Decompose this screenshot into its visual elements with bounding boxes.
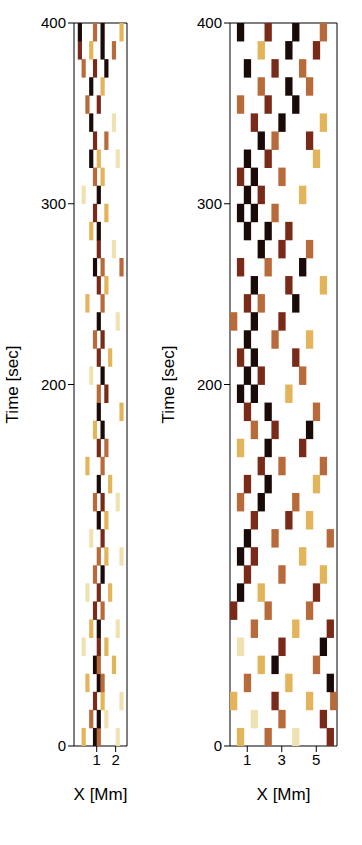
svg-text:X [Mm]: X [Mm] <box>257 785 311 804</box>
svg-text:3: 3 <box>278 751 286 768</box>
svg-text:400: 400 <box>41 14 66 31</box>
svg-text:Time [sec]: Time [sec] <box>159 346 178 424</box>
svg-text:X [Mm]: X [Mm] <box>74 785 128 804</box>
svg-text:200: 200 <box>41 376 66 393</box>
svg-text:1: 1 <box>243 751 251 768</box>
svg-text:400: 400 <box>197 14 222 31</box>
svg-text:300: 300 <box>197 195 222 212</box>
svg-text:5: 5 <box>312 751 320 768</box>
svg-text:0: 0 <box>58 737 66 754</box>
svg-text:1: 1 <box>93 751 101 768</box>
svg-text:Time [sec]: Time [sec] <box>3 346 22 424</box>
svg-text:200: 200 <box>197 376 222 393</box>
svg-text:0: 0 <box>214 737 222 754</box>
svg-text:2: 2 <box>111 751 119 768</box>
svg-text:300: 300 <box>41 195 66 212</box>
